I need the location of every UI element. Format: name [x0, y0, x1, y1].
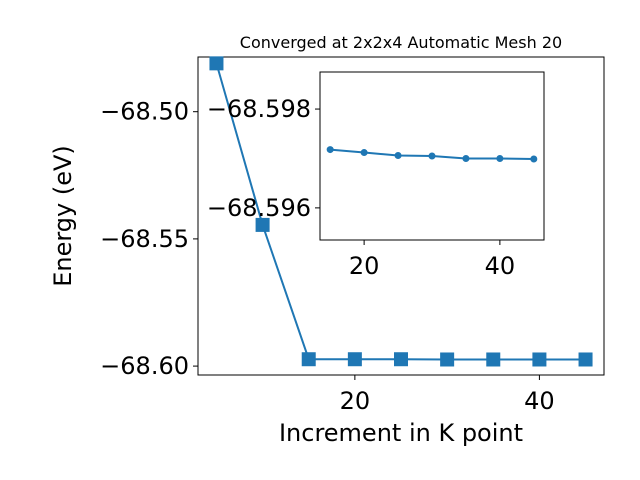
main-axes-frame — [197, 56, 605, 376]
main-data-point — [394, 352, 408, 367]
inset-x-tick-label: 20 — [349, 252, 380, 280]
inset-data-point — [360, 149, 368, 157]
main-series — [209, 56, 593, 367]
y-axis-label: Energy (eV) — [49, 145, 77, 287]
main-x-tick-label: 20 — [340, 387, 371, 415]
main-x-tick-label: 40 — [524, 387, 555, 415]
main-data-point — [578, 352, 593, 367]
main-ticks: 20 40 −68.50 −68.55 −68.60 — [100, 98, 555, 415]
main-y-tick-label: −68.55 — [100, 225, 189, 253]
inset-y-tick-label: −68.598 — [207, 95, 311, 123]
x-axis-label: Increment in K point — [279, 419, 523, 447]
inset-x-tick-label: 40 — [485, 252, 516, 280]
inset-axes-frame — [319, 71, 545, 241]
main-data-point — [255, 217, 270, 232]
main-data-point — [209, 56, 224, 71]
inset-data-point — [496, 154, 504, 162]
inset-data-point — [530, 155, 538, 163]
main-y-tick-label: −68.60 — [100, 352, 189, 380]
main-axes: Converged at 2x2x4 Automatic Mesh 20 Inc… — [49, 33, 605, 447]
main-data-point — [301, 352, 316, 367]
inset-data-point — [326, 146, 334, 154]
main-data-point — [347, 352, 362, 367]
chart-title: Converged at 2x2x4 Automatic Mesh 20 — [240, 33, 562, 52]
inset-axes: 20 40 −68.598 −68.596 — [207, 71, 545, 280]
main-data-point — [440, 352, 455, 367]
inset-data-point — [462, 154, 470, 162]
inset-series — [326, 146, 538, 163]
main-y-tick-label: −68.50 — [100, 98, 189, 126]
inset-data-point — [394, 152, 402, 160]
inset-y-tick-label: −68.596 — [207, 194, 311, 222]
main-data-point — [486, 352, 501, 367]
inset-data-point — [428, 152, 436, 160]
main-data-point — [532, 352, 547, 367]
inset-ticks: 20 40 −68.598 −68.596 — [207, 95, 515, 280]
